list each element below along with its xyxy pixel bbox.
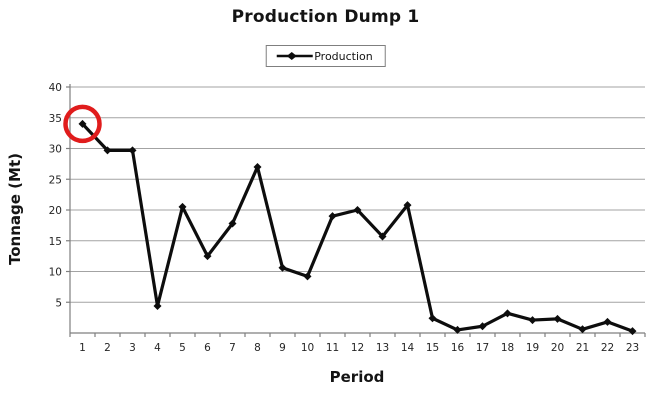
production-series-line <box>80 122 635 333</box>
x-tick-label: 15 <box>426 342 439 354</box>
data-point-marker <box>203 252 212 261</box>
y-tick-label: 25 <box>49 174 62 186</box>
x-tick-label: 8 <box>254 342 261 354</box>
legend: Production <box>265 45 386 67</box>
data-point-marker <box>253 162 262 171</box>
y-tick-label: 40 <box>49 82 62 94</box>
x-tick-label: 7 <box>229 342 236 354</box>
x-tick-label: 5 <box>179 342 186 354</box>
line-marker-icon <box>275 51 313 61</box>
x-tick-label: 21 <box>576 342 589 354</box>
x-tick-label: 1 <box>79 342 86 354</box>
legend-diamond <box>286 52 297 60</box>
data-point-marker <box>503 309 512 318</box>
data-point-marker <box>153 301 162 310</box>
data-point-marker <box>453 325 462 334</box>
x-tick-label: 12 <box>351 342 364 354</box>
x-tick-label: 16 <box>451 342 465 354</box>
x-tick-label: 9 <box>279 342 286 354</box>
data-point-marker <box>303 272 312 281</box>
data-point-marker <box>478 322 487 331</box>
data-point-marker <box>328 212 337 221</box>
chart-title: Production Dump 1 <box>231 7 420 27</box>
y-tick-label: 5 <box>55 297 62 309</box>
data-point-marker <box>278 263 287 272</box>
x-tick-label: 6 <box>204 342 211 354</box>
data-point-marker <box>528 316 537 325</box>
data-point-marker <box>228 219 237 228</box>
x-tick-label: 23 <box>626 342 639 354</box>
x-tick-label: 14 <box>401 342 415 354</box>
legend-label: Production <box>314 49 373 63</box>
x-tick-label: 13 <box>376 342 389 354</box>
highlight-circle-annotation <box>63 104 102 144</box>
x-tick-label: 19 <box>526 342 539 354</box>
x-tick-label: 2 <box>104 342 111 354</box>
data-point-marker <box>403 201 412 210</box>
data-point-marker <box>428 314 437 323</box>
x-tick-label: 3 <box>129 342 136 354</box>
y-tick-label: 35 <box>49 113 62 125</box>
x-tick-label: 11 <box>326 342 339 354</box>
data-point-marker <box>78 119 87 128</box>
x-tick-label: 22 <box>601 342 614 354</box>
data-point-marker <box>128 146 137 155</box>
y-tick-label: 30 <box>49 144 62 156</box>
x-tick-label: 10 <box>301 342 314 354</box>
y-tick-label: 10 <box>49 267 62 279</box>
x-axis-title: Period <box>329 368 385 386</box>
data-point-marker <box>103 146 112 155</box>
data-point-marker <box>603 317 612 326</box>
x-tick-label: 18 <box>501 342 514 354</box>
x-tick-label: 4 <box>154 342 161 354</box>
data-point-marker <box>353 206 362 214</box>
y-tick-label: 20 <box>49 205 62 217</box>
data-point-marker <box>178 202 187 211</box>
data-point-marker <box>628 327 637 336</box>
data-point-marker <box>578 325 587 334</box>
data-point-marker <box>553 314 562 323</box>
data-point-marker <box>378 232 387 241</box>
x-tick-label: 20 <box>551 342 564 354</box>
y-tick-label: 15 <box>49 236 62 248</box>
x-tick-label: 17 <box>476 342 489 354</box>
